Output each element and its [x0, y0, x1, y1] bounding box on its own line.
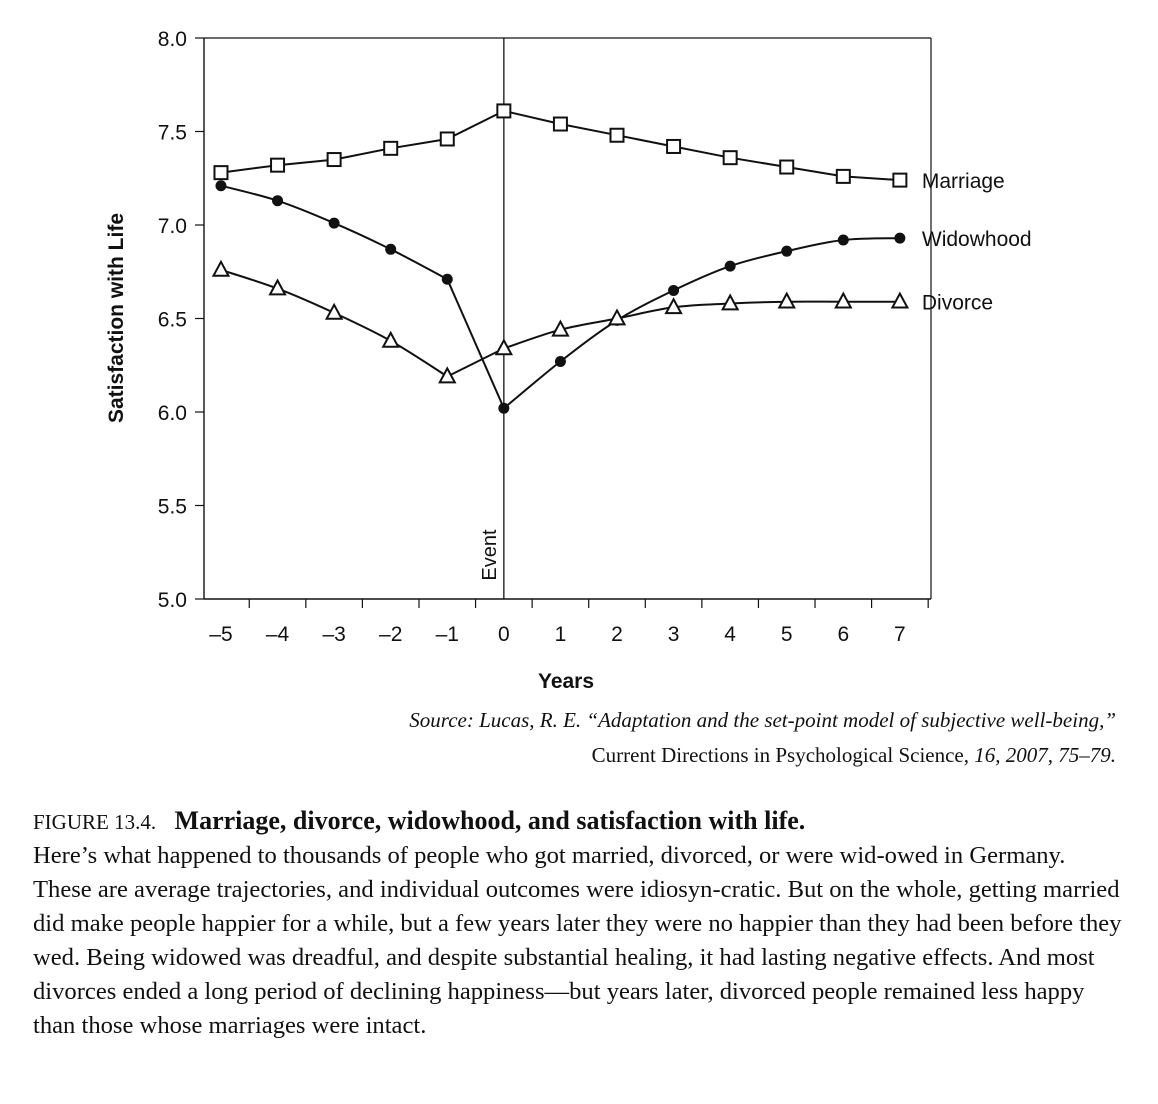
- x-tick-label: 3: [668, 623, 680, 646]
- marriage-point: [270, 157, 286, 173]
- marriage-point: [722, 150, 738, 166]
- widowhood-point: [668, 284, 680, 296]
- widowhood-point: [781, 245, 793, 257]
- divorce-point: [268, 278, 287, 296]
- widowhood-point: [215, 180, 227, 192]
- x-tick-label: –3: [322, 623, 345, 646]
- marriage-point: [439, 131, 455, 147]
- divorce-point: [720, 293, 740, 311]
- y-tick-label: 7.5: [158, 122, 187, 145]
- x-tick-label: 7: [894, 623, 906, 646]
- x-tick-label: 2: [611, 623, 623, 646]
- widowhood-point: [894, 232, 906, 244]
- divorce-point: [438, 366, 457, 384]
- marriage-point: [609, 127, 625, 143]
- marriage-point: [326, 152, 342, 168]
- marriage-point: [213, 165, 229, 181]
- y-tick-label: 6.0: [158, 402, 187, 425]
- source-journal: Current Directions in Psychological Scie…: [591, 743, 969, 767]
- y-tick-label: 5.0: [158, 589, 187, 612]
- divorce-point: [607, 308, 627, 326]
- series-label-divorce: Divorce: [922, 292, 993, 315]
- y-tick-label: 6.5: [158, 309, 187, 332]
- series-line-widowhood: [220, 184, 900, 410]
- marriage-point: [892, 172, 908, 188]
- widowhood-point: [724, 260, 736, 272]
- figure-number: FIGURE 13.4.: [33, 810, 157, 834]
- series-labels: Marriage Widowhood Divorce: [922, 170, 1032, 315]
- widowhood-point: [272, 195, 284, 207]
- divorce-point: [890, 291, 910, 309]
- divorce-point: [834, 291, 853, 309]
- x-tick-label: –2: [379, 623, 402, 646]
- divorce-point: [664, 297, 683, 315]
- chart-axes: 5.0 5.5 6.0 6.5 7.0 7.5 8.0 –5 –4 –3 –2 –1 0 1 2 3 4 5 6 7: [158, 28, 932, 646]
- x-tick-label: –4: [266, 623, 290, 646]
- divorce-point: [324, 302, 344, 320]
- source-details: 16, 2007, 75–79.: [969, 743, 1116, 767]
- x-tick-label: 4: [724, 623, 736, 646]
- marriage-point: [552, 116, 568, 132]
- marriage-point: [383, 140, 399, 156]
- widowhood-point: [441, 273, 453, 285]
- figure-title: Marriage, divorce, widowhood, and satisf…: [174, 806, 806, 835]
- widowhood-point: [554, 356, 566, 368]
- event-marker: Event: [479, 38, 505, 599]
- x-tick-label: 0: [498, 623, 510, 646]
- marriage-point: [496, 103, 512, 119]
- line-chart: 5.05.56.06.57.07.58.0–5 –4 –3 –2 –1 0 1 2 3 4 5 6 7 …: [105, 28, 1032, 693]
- marriage-point: [835, 168, 851, 184]
- x-tick-label: –1: [436, 623, 459, 646]
- y-axis-label: Satisfaction with Life: [105, 213, 128, 423]
- figure-caption: FIGURE 13.4. Marriage, divorce, widowhoo…: [33, 804, 1123, 1043]
- x-axis-label: Years: [538, 670, 594, 693]
- marriage-point: [666, 138, 682, 154]
- widowhood-point: [385, 243, 397, 255]
- divorce-point: [494, 338, 514, 356]
- divorce-point: [381, 330, 400, 348]
- source-citation-line2: Current Directions in Psychological Scie…: [592, 743, 1116, 768]
- widowhood-point: [328, 217, 340, 229]
- source-citation-line1: Source: Lucas, R. E. “Adaptation and the…: [409, 708, 1116, 732]
- y-tick-label: 8.0: [158, 28, 187, 51]
- x-tick-label: 6: [837, 623, 849, 646]
- x-tick-label: –5: [209, 623, 232, 646]
- divorce-point: [211, 259, 231, 277]
- divorce-point: [551, 319, 570, 337]
- x-tick-label: 1: [555, 623, 567, 646]
- widowhood-point: [837, 234, 849, 246]
- x-tick-label: 5: [781, 623, 793, 646]
- series-label-widowhood: Widowhood: [922, 228, 1032, 251]
- series-label-marriage: Marriage: [922, 170, 1005, 193]
- y-tick-label: 7.0: [158, 215, 187, 238]
- widowhood-point: [498, 402, 510, 414]
- series-markers: [211, 103, 910, 414]
- divorce-point: [777, 291, 796, 309]
- figure-caption-body: Here’s what happened to thousands of peo…: [33, 842, 1122, 1039]
- y-tick-label: 5.5: [158, 496, 187, 519]
- marriage-point: [779, 159, 795, 175]
- event-label: Event: [479, 529, 501, 581]
